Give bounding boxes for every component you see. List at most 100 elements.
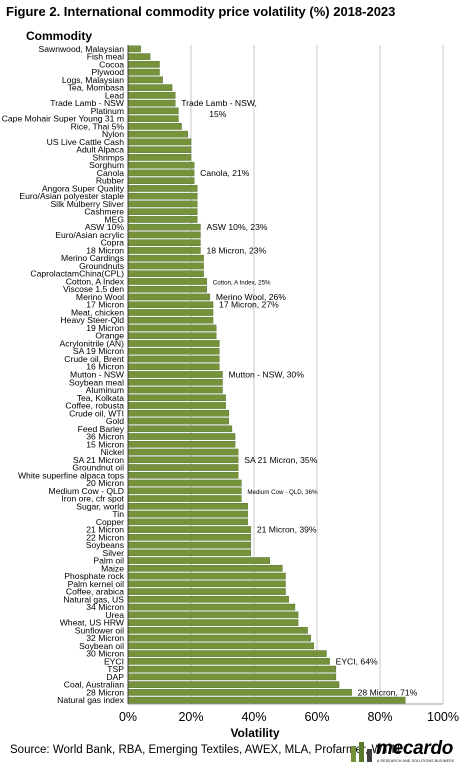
category-label: Shrimps — [92, 152, 124, 162]
category-label: Angora Super Quality — [42, 183, 125, 193]
bar — [127, 572, 286, 580]
chart-title: Figure 2. International commodity price … — [6, 4, 396, 19]
bar — [127, 254, 204, 262]
bar — [127, 332, 217, 340]
bar — [127, 61, 160, 68]
category-label: Fish meal — [87, 52, 124, 62]
category-label: Crude oil, WTI — [69, 408, 124, 418]
x-axis-title: Volatility — [230, 726, 279, 740]
bar — [127, 502, 248, 510]
category-label: Iron ore, cfr spot — [61, 494, 124, 504]
category-label: Sunflower oil — [75, 625, 124, 635]
bar — [127, 324, 217, 332]
category-label: Rubber — [96, 176, 124, 186]
category-label: Maize — [101, 563, 124, 573]
bar — [127, 309, 214, 316]
category-label: Rice, Thai 5% — [71, 121, 125, 131]
category-label: Orange — [95, 331, 124, 341]
category-label: Trade Lamb - NSW — [50, 98, 125, 108]
data-annotation: SA 21 Micron, 35% — [244, 455, 317, 465]
category-label: US Live Cattle Cash — [47, 137, 125, 147]
category-label: Euro/Asian acrylic — [55, 230, 124, 240]
category-label: 32 Micron — [86, 633, 124, 643]
category-label: Canola — [97, 168, 124, 178]
bar — [127, 301, 214, 309]
bar — [127, 347, 220, 355]
bar — [127, 417, 230, 425]
x-tick-label: 80% — [367, 710, 392, 724]
bar — [127, 138, 192, 146]
bar — [127, 681, 340, 688]
category-label: Cocoa — [99, 59, 124, 69]
data-annotation: 18 Micron, 23% — [206, 245, 266, 255]
category-label: Sorghum — [89, 160, 124, 170]
bar — [127, 565, 283, 572]
category-label: Logs, Malaysian — [62, 75, 124, 85]
bar — [127, 549, 252, 557]
category-label: 21 Micron — [86, 525, 124, 535]
bar — [127, 658, 330, 665]
category-label: Tin — [112, 509, 124, 519]
category-label: Medium Cow - QLD — [49, 486, 124, 496]
brand-tagline: A RESEARCH AND SOLUTIONS BUSINESS — [377, 759, 455, 763]
bars — [127, 45, 406, 704]
category-label: Crude oil, Brent — [64, 354, 124, 364]
bar — [127, 611, 299, 619]
bar — [127, 247, 201, 254]
bar — [127, 534, 252, 541]
brand-block: mecardo A RESEARCH AND SOLUTIONS BUSINES… — [350, 738, 472, 766]
bar — [127, 588, 286, 595]
data-annotation: EYCI, 64% — [336, 656, 378, 666]
category-label: White superfine alpaca tops — [18, 470, 124, 480]
category-label: 20 Micron — [86, 478, 124, 488]
category-label: Heavy Steer-Qld — [60, 315, 124, 325]
category-label: Coffee, robusta — [65, 401, 124, 411]
category-label: 30 Micron — [86, 649, 124, 659]
annotations: Trade Lamb - NSW,15% Canola, 21% ASW 10%, … — [181, 98, 417, 697]
bar — [127, 115, 179, 122]
category-label: Lead — [105, 90, 124, 100]
category-label: Wheat, US HRW — [60, 618, 125, 628]
data-annotation: Merino Wool, 26% — [216, 292, 286, 302]
category-label: Natural gas, US — [63, 594, 124, 604]
bar — [127, 580, 286, 588]
category-label: Feed Barley — [78, 424, 125, 434]
data-annotation: 28 Micron, 71% — [358, 687, 418, 697]
bar — [127, 456, 239, 464]
category-label: Nickel — [101, 447, 124, 457]
category-label: Copper — [96, 517, 124, 527]
bar — [127, 487, 242, 495]
bar — [127, 45, 141, 53]
bar — [127, 146, 192, 153]
bar — [127, 107, 179, 115]
bar — [127, 479, 242, 487]
bar — [127, 386, 223, 394]
bar — [127, 526, 252, 533]
category-label: 17 Micron — [86, 300, 124, 310]
category-label: Platinum — [91, 106, 124, 116]
category-label: Mutton - NSW — [70, 370, 125, 380]
data-annotation: 17 Micron, 27% — [219, 300, 279, 310]
category-label: Soybeans — [86, 540, 124, 550]
bar — [127, 285, 207, 293]
bar — [127, 673, 337, 681]
bar — [127, 440, 236, 448]
bar — [127, 316, 214, 324]
category-label: Coal, Australian — [64, 680, 124, 690]
bar — [127, 130, 189, 138]
bar — [127, 154, 192, 161]
category-label: Natural gas index — [57, 695, 125, 705]
bar — [127, 495, 242, 502]
category-label: Tea, Mombasa — [68, 83, 125, 93]
bar — [127, 340, 220, 347]
y-axis-title: Commodity — [26, 29, 92, 43]
bar — [127, 68, 160, 76]
category-label: 15 Micron — [86, 439, 124, 449]
bar — [127, 223, 201, 231]
bar — [127, 231, 201, 239]
bar — [127, 433, 236, 440]
category-label: Soybean oil — [79, 641, 124, 651]
bar — [127, 603, 296, 611]
category-label: Urea — [105, 610, 124, 620]
